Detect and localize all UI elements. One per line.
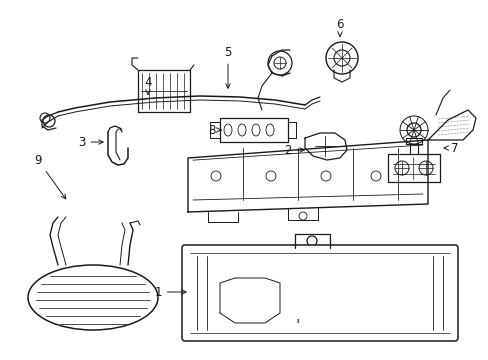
Text: 5: 5: [224, 45, 231, 88]
Text: 6: 6: [336, 18, 343, 36]
Text: 1: 1: [154, 285, 186, 298]
Text: 2: 2: [284, 144, 304, 157]
FancyBboxPatch shape: [182, 245, 457, 341]
Text: 8: 8: [208, 123, 221, 136]
Text: 4: 4: [144, 76, 151, 94]
Text: II: II: [296, 319, 299, 324]
Text: 3: 3: [78, 135, 103, 149]
Text: 7: 7: [443, 141, 458, 154]
Text: 9: 9: [34, 153, 65, 199]
